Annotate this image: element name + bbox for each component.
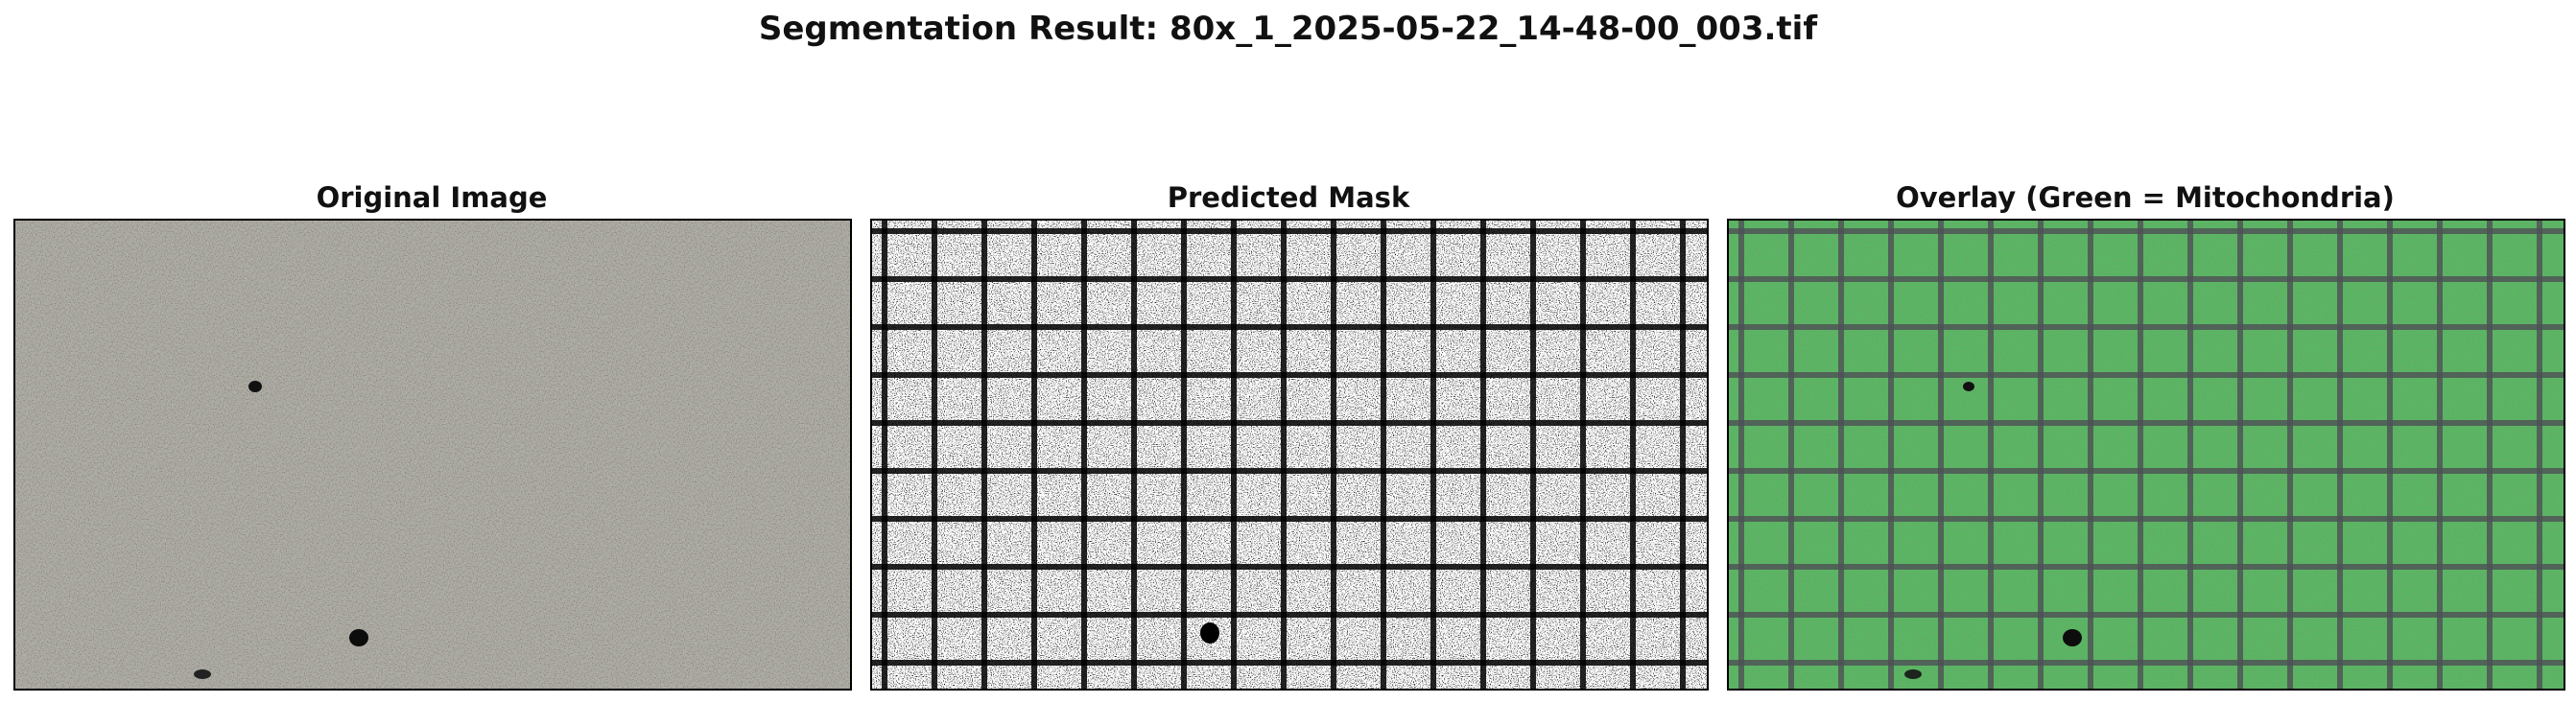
predicted-mask-panel	[870, 219, 1709, 691]
overlay-panel	[1727, 219, 2565, 691]
particle	[1904, 669, 1922, 679]
original-image-panel	[13, 219, 852, 691]
overlay-title: Overlay (Green = Mitochondria)	[1896, 181, 2395, 214]
original-image	[15, 221, 850, 689]
original-image-title: Original Image	[316, 181, 548, 214]
predicted-mask	[872, 221, 1707, 689]
particle	[2063, 629, 2082, 646]
overlay-image	[1729, 221, 2564, 689]
particle	[248, 381, 262, 392]
predicted-mask-title: Predicted Mask	[1167, 181, 1410, 214]
particle	[349, 629, 368, 646]
particle	[1200, 622, 1219, 644]
figure-title: Segmentation Result: 80x_1_2025-05-22_14…	[758, 10, 1818, 48]
particle	[1963, 382, 1974, 391]
particle	[194, 669, 211, 679]
